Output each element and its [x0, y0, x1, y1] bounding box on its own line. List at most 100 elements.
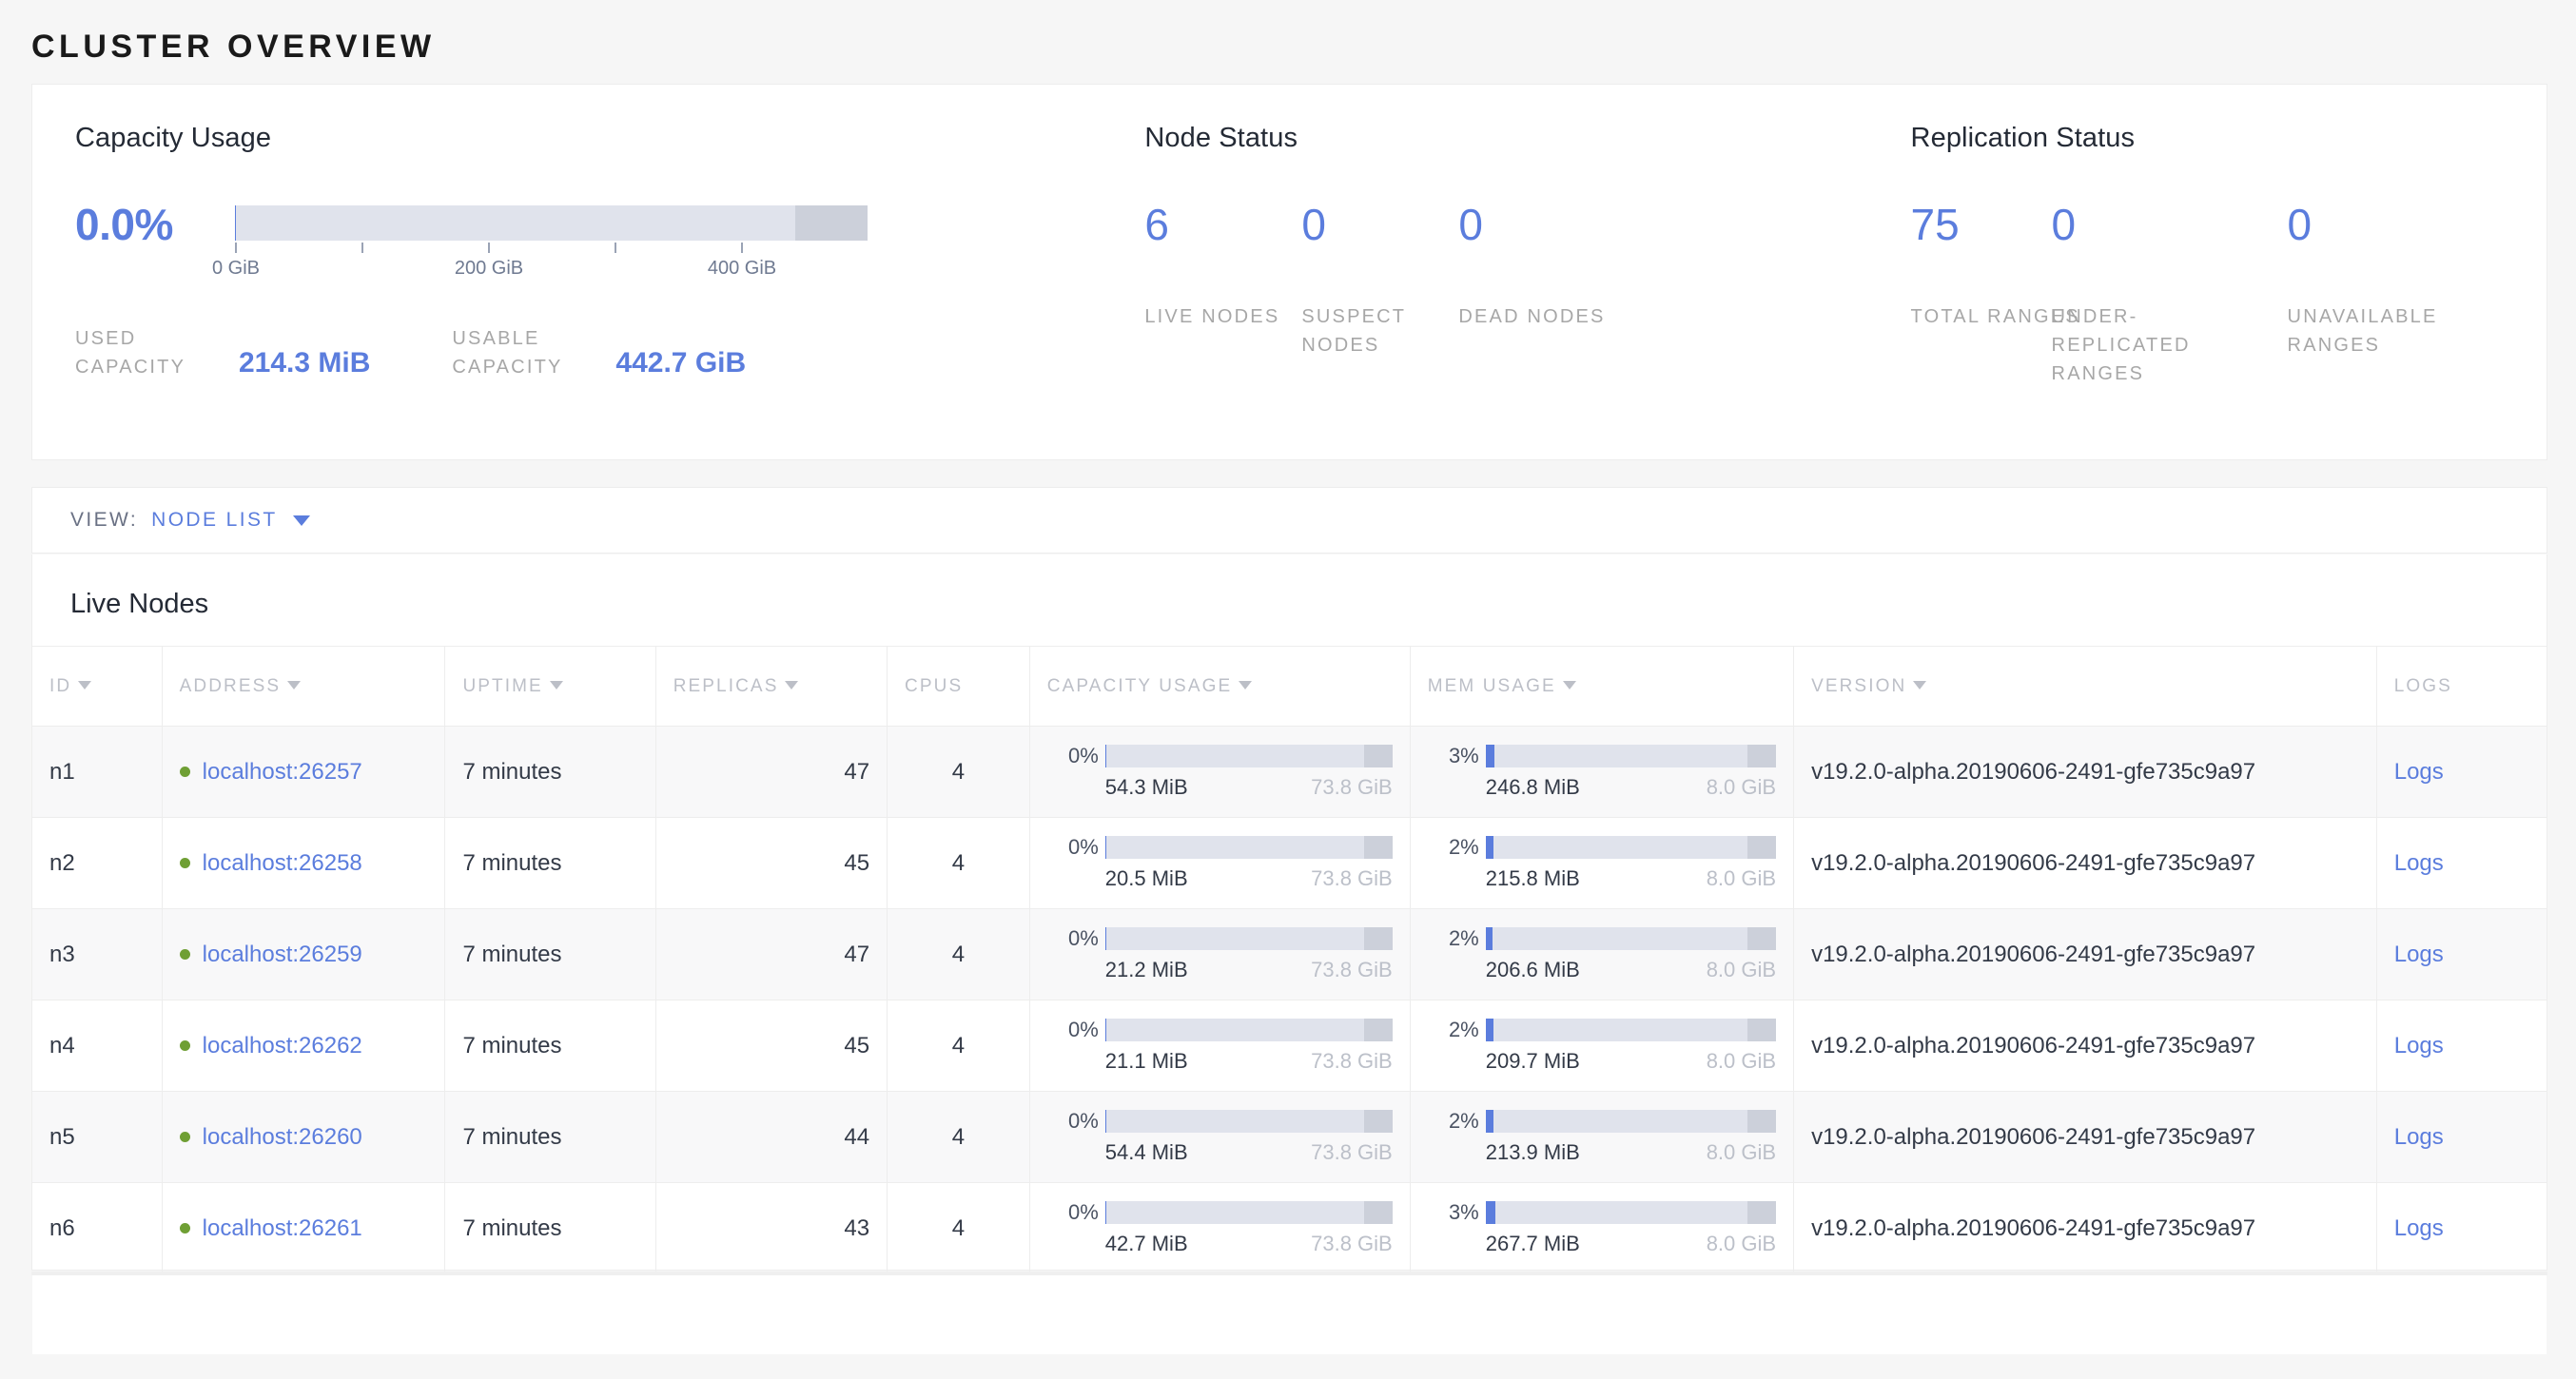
address-link[interactable]: localhost:26259	[202, 941, 362, 967]
sort-caret-icon[interactable]	[78, 680, 92, 690]
usage-bar-remainder	[1363, 836, 1393, 859]
logs-link[interactable]: Logs	[2393, 941, 2444, 967]
usage-percent: 3%	[1448, 744, 1479, 767]
column-header-label: ID	[49, 675, 72, 696]
sort-caret-icon[interactable]	[549, 680, 563, 690]
node-live-status-icon	[179, 1132, 190, 1142]
cell-version: v19.2.0-alpha.20190606-2491-gfe735c9a97	[1793, 908, 2377, 1000]
cell-mem-usage: 2% 213.9 MiB 8.0 GiB	[1409, 1091, 1794, 1183]
address-link[interactable]: localhost:26258	[202, 849, 362, 876]
axis-tick-4	[741, 243, 743, 253]
usage-max-value: 8.0 GiB	[1706, 958, 1777, 981]
address-link[interactable]: localhost:26261	[202, 1214, 362, 1241]
capacity-usage-bar	[235, 205, 868, 241]
address-link[interactable]: localhost:26257	[202, 758, 362, 785]
sort-caret-icon[interactable]	[1239, 680, 1253, 690]
address-link[interactable]: localhost:26260	[202, 1123, 362, 1150]
axis-tick-1	[361, 243, 363, 253]
usage-percent: 2%	[1448, 926, 1479, 950]
sort-caret-icon[interactable]	[1562, 680, 1576, 690]
cell-capacity-usage: 0% 42.7 MiB 73.8 GiB	[1028, 1182, 1411, 1274]
live-nodes-card: Live Nodes ID Address Uptime Replicas CPUs Ca…	[31, 554, 2547, 1354]
column-header-label: Logs	[2393, 675, 2452, 696]
cell-capacity-usage: 0% 21.2 MiB 73.8 GiB	[1028, 908, 1411, 1000]
usage-max-value: 8.0 GiB	[1706, 866, 1777, 890]
logs-link[interactable]: Logs	[2393, 849, 2444, 876]
column-header-version[interactable]: Version	[1793, 646, 2377, 727]
usage-percent: 3%	[1448, 1200, 1479, 1224]
logs-link[interactable]: Logs	[2393, 1123, 2444, 1150]
cell-logs: Logs	[2375, 726, 2547, 818]
cell-uptime: 7 minutes	[444, 1182, 656, 1274]
cell-mem-usage: 2% 206.6 MiB 8.0 GiB	[1409, 908, 1794, 1000]
replication-status-title: Replication Status	[1910, 123, 2136, 153]
capacity-usage-section: Capacity Usage 0.0% 0 GiB 200 GiB 400 GiB …	[75, 123, 1144, 459]
total-ranges-metric: 75 Total Ranges	[1910, 200, 2078, 327]
cluster-summary-card: Capacity Usage 0.0% 0 GiB 200 GiB 400 GiB …	[31, 84, 2547, 460]
column-header-uptime[interactable]: Uptime	[444, 646, 656, 727]
usable-capacity-label: Usable Capacity	[452, 328, 563, 378]
column-header-id[interactable]: ID	[32, 646, 163, 727]
column-header-replicas[interactable]: Replicas	[654, 646, 888, 727]
capacity-usage-bar-remainder	[794, 205, 868, 241]
usage-max-value: 8.0 GiB	[1706, 775, 1777, 799]
axis-tick-label-2: 200 GiB	[454, 258, 524, 279]
column-header-address[interactable]: Address	[161, 646, 445, 727]
cell-version: v19.2.0-alpha.20190606-2491-gfe735c9a97	[1793, 726, 2377, 818]
usage-bar	[1104, 927, 1393, 950]
cell-address: localhost:26257	[161, 726, 445, 818]
usage-used-value: 267.7 MiB	[1485, 1232, 1580, 1255]
logs-link[interactable]: Logs	[2393, 758, 2444, 785]
cell-logs: Logs	[2375, 908, 2547, 1000]
column-header-mem[interactable]: Mem Usage	[1409, 646, 1794, 727]
usage-bar	[1104, 745, 1393, 767]
total-ranges-value: 75	[1910, 200, 1960, 249]
used-capacity-label: Used Capacity	[75, 328, 186, 378]
usage-bar-remainder	[1363, 1110, 1393, 1133]
dead-nodes-value: 0	[1458, 200, 1483, 249]
column-header-logs: Logs	[2375, 646, 2547, 727]
usage-max-value: 8.0 GiB	[1706, 1232, 1777, 1255]
cell-replicas: 43	[654, 1182, 888, 1274]
column-header-capacity[interactable]: Capacity Usage	[1028, 646, 1411, 727]
logs-link[interactable]: Logs	[2393, 1032, 2444, 1059]
view-label: View:	[70, 509, 139, 531]
usage-used-value: 21.2 MiB	[1104, 958, 1188, 981]
usage-max-value: 73.8 GiB	[1311, 866, 1393, 890]
unavailable-ranges-label: Unavailable Ranges	[2287, 306, 2438, 356]
node-status-section: Node Status 6 Live Nodes 0 Suspect Nodes…	[1144, 123, 1910, 459]
column-header-label: Replicas	[673, 675, 779, 696]
view-selected-value[interactable]: Node List	[151, 509, 278, 531]
sort-caret-icon[interactable]	[785, 680, 799, 690]
sort-caret-icon[interactable]	[287, 680, 302, 690]
sort-caret-icon[interactable]	[1913, 680, 1927, 690]
cell-cpus: 4	[887, 1091, 1030, 1183]
usage-max-value: 73.8 GiB	[1311, 1049, 1393, 1073]
usage-bar-remainder	[1363, 745, 1393, 767]
dead-nodes-label: Dead Nodes	[1458, 306, 1606, 327]
usage-bar-remainder	[1747, 1201, 1777, 1224]
node-status-title: Node Status	[1144, 123, 1298, 153]
cell-address: localhost:26262	[161, 1000, 445, 1092]
used-capacity-value: 214.3 MiB	[239, 347, 371, 379]
cell-cpus: 4	[887, 817, 1030, 909]
cell-version: v19.2.0-alpha.20190606-2491-gfe735c9a97	[1793, 1091, 2377, 1183]
total-ranges-label: Total Ranges	[1910, 306, 2080, 327]
logs-link[interactable]: Logs	[2393, 1214, 2444, 1241]
capacity-usage-chart: 0 GiB 200 GiB 400 GiB	[212, 200, 868, 284]
usage-bar-fill	[1485, 927, 1493, 950]
usage-bar-remainder	[1363, 1019, 1393, 1041]
cell-cpus: 4	[887, 908, 1030, 1000]
usage-bar	[1485, 1201, 1777, 1224]
axis-tick-2	[488, 243, 490, 253]
usage-max-value: 73.8 GiB	[1311, 958, 1393, 981]
usage-used-value: 206.6 MiB	[1485, 958, 1580, 981]
chevron-down-icon[interactable]	[292, 515, 310, 526]
address-link[interactable]: localhost:26262	[202, 1032, 362, 1059]
version-text: v19.2.0-alpha.20190606-2491-gfe735c9a97	[1811, 849, 2256, 876]
cell-cpus: 4	[887, 1000, 1030, 1092]
cell-uptime: 7 minutes	[444, 817, 656, 909]
cell-logs: Logs	[2375, 1182, 2547, 1274]
usage-used-value: 20.5 MiB	[1104, 866, 1188, 890]
